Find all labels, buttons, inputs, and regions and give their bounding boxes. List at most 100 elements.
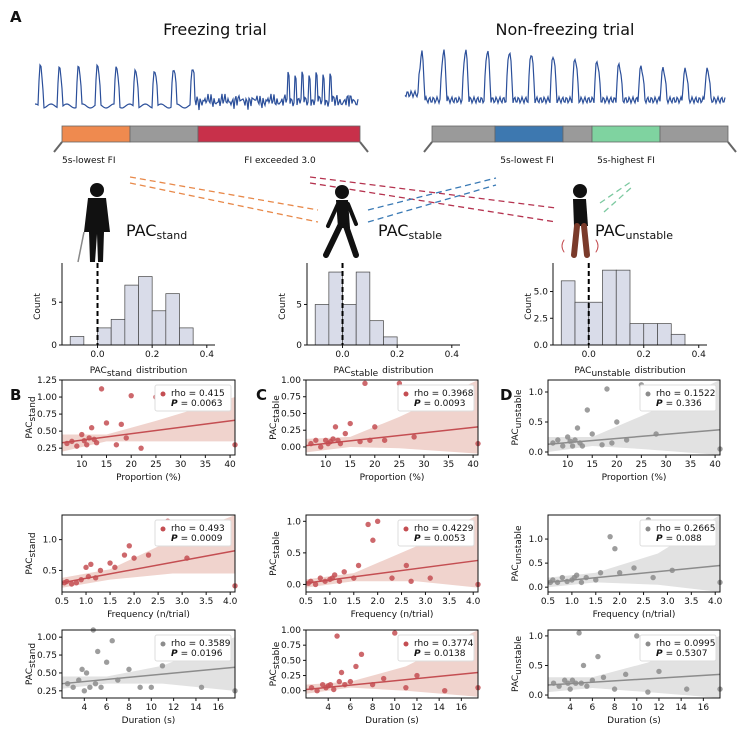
point: [107, 560, 113, 566]
confidence-band: [62, 637, 235, 691]
x-tick-label: 14: [675, 703, 687, 713]
point: [79, 431, 85, 438]
x-tick-label: 35: [685, 460, 696, 470]
x-tick-label: 6: [590, 703, 596, 713]
point: [69, 438, 75, 445]
point: [669, 567, 675, 574]
point: [565, 680, 571, 686]
point: [312, 581, 319, 588]
point: [337, 440, 344, 447]
point: [198, 684, 205, 690]
point: [347, 420, 353, 427]
annotation-box: [154, 519, 232, 547]
point: [331, 572, 338, 578]
pac-sub: stable: [408, 229, 442, 242]
point: [645, 689, 651, 695]
point: [95, 648, 101, 655]
dashed-links: [129, 176, 633, 223]
x-tick-label: 25: [394, 460, 405, 470]
y-tick-label: 0.75: [37, 651, 57, 661]
x-tick-label: 30: [660, 460, 672, 470]
y-tick-label: 0.50: [281, 409, 301, 419]
y-tick-label: 1.0: [43, 536, 58, 546]
label-main: PAC: [269, 669, 279, 686]
y-tick-label: 0.5: [529, 559, 543, 569]
plot-frame: [61, 514, 236, 593]
point: [73, 580, 80, 586]
hist-bar: [383, 336, 398, 346]
label-sub: stand: [107, 369, 132, 379]
point: [341, 569, 347, 575]
hist-bar: [670, 333, 686, 346]
point: [126, 666, 132, 673]
hist-bar: [369, 320, 384, 346]
axis-label: PACstable: [269, 641, 282, 686]
annotation-marker: [160, 391, 166, 397]
pac-label: PACunstable: [595, 221, 673, 242]
point: [322, 578, 328, 584]
point: [550, 680, 557, 686]
point: [634, 633, 640, 639]
confidence-band: [306, 515, 478, 588]
label-sub: stand: [28, 532, 38, 557]
point: [83, 670, 90, 676]
pac-label: PACstand: [126, 221, 187, 242]
point: [314, 688, 320, 694]
annotation-marker: [645, 391, 651, 397]
hist-bar: [97, 327, 112, 346]
point: [567, 438, 573, 444]
y-tick-label: 0: [296, 341, 302, 351]
point: [338, 669, 345, 676]
point: [347, 678, 354, 685]
fit-line: [305, 671, 479, 691]
segment-label: 5s-lowest FI: [62, 156, 115, 166]
point: [612, 545, 618, 552]
confidence-band: [306, 380, 478, 454]
point: [87, 684, 93, 690]
annotation-marker: [645, 641, 651, 647]
y-tick-label: 0.5: [287, 549, 301, 559]
point: [362, 380, 368, 387]
point: [392, 630, 398, 636]
x-tick-label: 0.4: [200, 350, 215, 360]
y-tick-label: 0.0: [529, 448, 544, 458]
p-value: = 0.0093: [424, 399, 466, 409]
point: [650, 574, 656, 581]
x-tick-label: 0.5: [55, 597, 69, 607]
x-tick-label: 0.4: [445, 350, 460, 360]
point: [578, 579, 585, 586]
x-tick-label: 1.5: [589, 597, 603, 607]
annotation-box: [639, 384, 717, 412]
point: [109, 638, 115, 644]
p-value: = 0.0063: [181, 399, 223, 409]
x-tick-label: 4.0: [466, 597, 481, 607]
x-tick-label: 10: [146, 703, 158, 713]
point: [351, 575, 357, 581]
y-tick-label: 1.00: [37, 393, 57, 403]
trial-title: Non-freezing trial: [496, 20, 635, 39]
x-tick-label: 14: [190, 703, 202, 713]
point: [653, 431, 659, 437]
x-tick-label: 3.0: [660, 597, 675, 607]
annotation-box: [639, 634, 717, 662]
hist-bar: [138, 276, 153, 346]
plot-frame: [305, 629, 479, 699]
p-symbol: P: [414, 649, 421, 659]
x-tick-label: 16: [456, 703, 468, 713]
annotation-marker: [403, 391, 409, 397]
x-tick-label: 0.4: [692, 350, 707, 360]
x-tick-label: 4: [81, 703, 87, 713]
annotation-marker: [403, 526, 409, 532]
fit-line: [547, 564, 721, 584]
label-sub: unstable: [591, 369, 630, 379]
point: [308, 684, 315, 691]
hist-bar: [328, 271, 343, 346]
x-tick-label: 1.5: [347, 597, 361, 607]
point: [308, 578, 314, 584]
label-sub: stable: [272, 531, 282, 559]
x-tick-label: 20: [369, 460, 381, 470]
pac-main: PAC: [595, 221, 625, 240]
label-sub: stand: [28, 643, 38, 668]
plot-frame: [547, 379, 721, 456]
